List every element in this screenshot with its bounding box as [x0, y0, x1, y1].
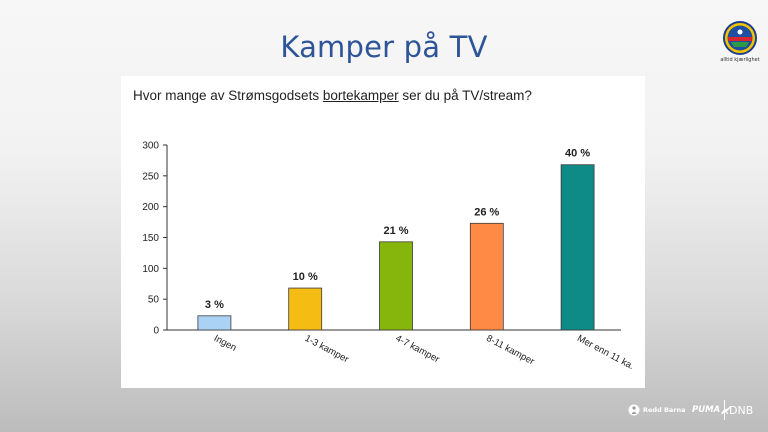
puma-cat-icon — [721, 406, 732, 414]
logo-caption: alltid kjærlighet — [720, 57, 760, 63]
bar-value-label: 26 % — [474, 206, 499, 218]
bar-chart: 0 50 100 150 200 250 300 3 % Ingen 10 % 1-3 kamper… — [142, 141, 636, 373]
y-tick-label: 300 — [142, 141, 159, 152]
x-tick-label: Mer enn 11 ka. — [575, 333, 636, 372]
question-text-before: Hvor mange av Strømsgodsets — [133, 88, 323, 103]
sponsor-label: DNB — [729, 403, 754, 417]
question-text-after: ser du på TV/stream? — [398, 88, 532, 103]
slide-title: Kamper på TV — [280, 30, 488, 64]
bar-value-label: 40 % — [565, 148, 590, 160]
sponsor-label: Redd Barna — [643, 406, 686, 414]
bar-value-label: 21 % — [383, 225, 408, 237]
bar — [469, 222, 504, 331]
sponsor-label: PUMA — [692, 405, 721, 415]
y-tick-label: 250 — [142, 171, 159, 182]
bar — [379, 241, 413, 331]
x-tick-label: 4-7 kamper — [394, 333, 442, 365]
y-tick-label: 100 — [142, 264, 159, 275]
x-tick-label: 8-11 kamper — [484, 333, 536, 367]
x-tick-label: 1-3 kamper — [303, 333, 351, 365]
bar-value-label: 10 % — [293, 271, 318, 283]
sponsor-dnb: DNB — [724, 398, 753, 422]
divider-line — [724, 400, 725, 420]
bar-value-label: 3 % — [205, 299, 224, 311]
y-tick-label: 50 — [148, 295, 160, 306]
chart-panel: Hvor mange av Strømsgodsets bortekamper … — [121, 76, 645, 388]
sponsor-redd-barna: Redd Barna — [628, 398, 686, 422]
y-tick-label: 150 — [142, 233, 159, 244]
y-tick-label: 0 — [153, 326, 159, 337]
question-text-underlined: bortekamper — [322, 88, 399, 103]
bar — [197, 315, 232, 331]
x-tick-label: Ingen — [212, 333, 238, 354]
y-tick-label: 200 — [142, 202, 159, 213]
bar — [560, 164, 595, 331]
chart-question: Hvor mange av Strømsgodsets bortekamper … — [133, 88, 532, 103]
bar — [288, 287, 323, 331]
sponsor-puma: PUMA — [692, 398, 732, 422]
club-logo-icon — [723, 21, 757, 55]
redd-barna-logo-icon — [628, 404, 640, 416]
